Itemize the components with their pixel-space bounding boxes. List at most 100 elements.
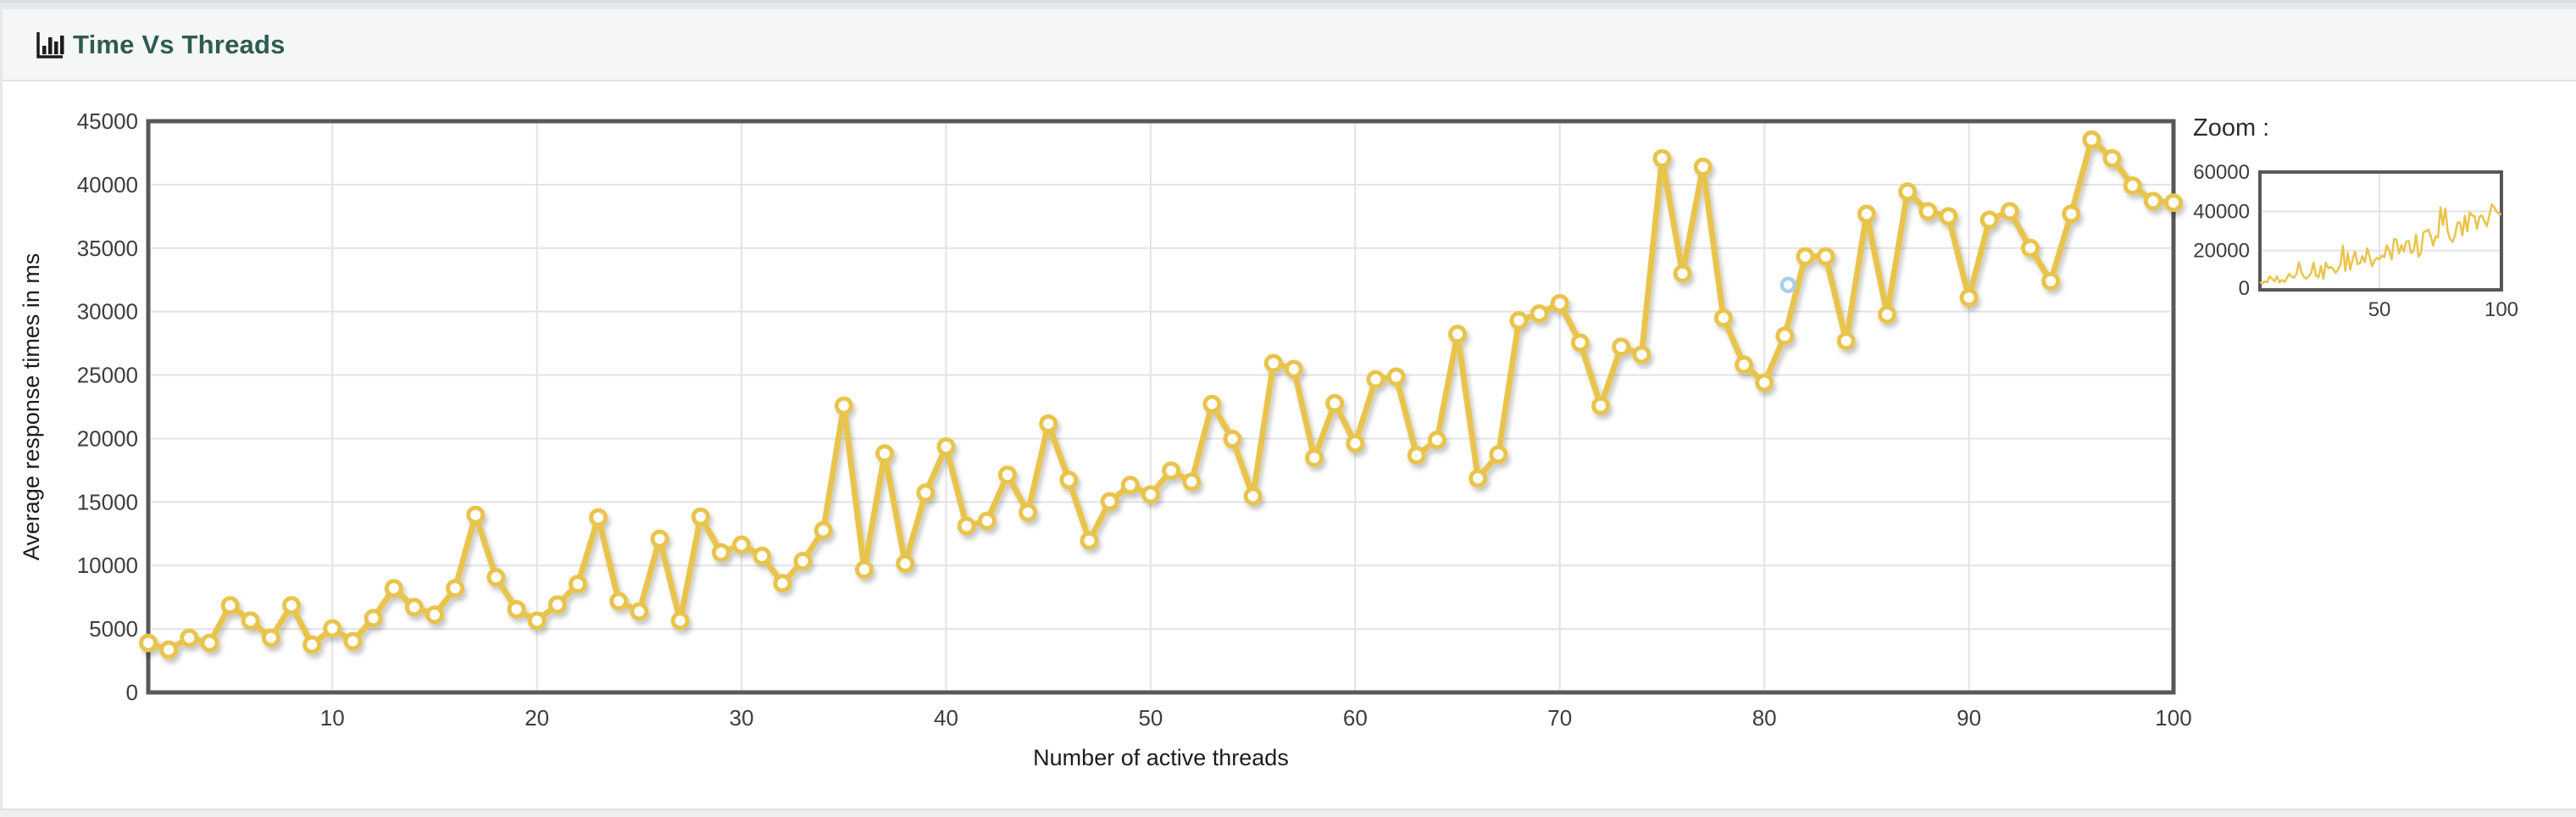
data-point-marker[interactable] (1836, 331, 1856, 351)
data-point-marker[interactable] (1713, 308, 1733, 328)
data-point-marker[interactable] (1652, 148, 1672, 168)
data-point-marker[interactable] (1878, 305, 1897, 325)
highlighted-data-point[interactable] (1779, 276, 1797, 293)
data-point-marker[interactable] (384, 579, 403, 598)
data-point-marker[interactable] (200, 633, 219, 653)
data-point-marker[interactable] (589, 508, 608, 527)
data-point-marker[interactable] (527, 611, 547, 631)
data-point-marker[interactable] (1223, 430, 1242, 449)
data-point-marker[interactable] (896, 553, 915, 573)
data-point-marker[interactable] (303, 635, 322, 654)
data-point-marker[interactable] (2082, 130, 2101, 149)
data-point-marker[interactable] (1509, 311, 1529, 331)
data-point-marker[interactable] (323, 619, 342, 638)
data-point-marker[interactable] (1570, 333, 1590, 353)
data-point-marker[interactable] (1489, 445, 1508, 464)
data-point-marker[interactable] (1468, 469, 1488, 488)
data-point-marker[interactable] (1407, 446, 1426, 465)
data-point-marker[interactable] (977, 511, 997, 531)
data-point-marker[interactable] (2021, 238, 2040, 258)
data-point-marker[interactable] (364, 609, 383, 628)
data-point-marker[interactable] (446, 579, 465, 598)
zoom-chart-frame[interactable] (2258, 170, 2503, 292)
data-point-marker[interactable] (261, 628, 280, 647)
data-point-marker[interactable] (1979, 210, 1999, 230)
data-point-marker[interactable] (1591, 396, 1611, 415)
data-point-marker[interactable] (404, 597, 424, 617)
data-point-marker[interactable] (159, 640, 179, 659)
data-point-marker[interactable] (1346, 434, 1365, 453)
data-point-marker[interactable] (180, 628, 199, 647)
data-point-marker[interactable] (281, 596, 301, 615)
data-point-marker[interactable] (1284, 359, 1303, 379)
data-point-marker[interactable] (425, 605, 444, 625)
data-point-marker[interactable] (220, 596, 240, 615)
data-point-marker[interactable] (1162, 461, 1181, 481)
data-point-marker[interactable] (1959, 288, 1979, 308)
data-point-marker[interactable] (1448, 325, 1468, 344)
data-point-marker[interactable] (609, 592, 629, 611)
data-point-marker[interactable] (834, 396, 853, 415)
data-point-marker[interactable] (1775, 326, 1795, 346)
data-point-marker[interactable] (875, 444, 895, 464)
data-point-marker[interactable] (1243, 486, 1263, 506)
data-point-marker[interactable] (2123, 176, 2142, 196)
data-point-marker[interactable] (486, 568, 506, 587)
data-point-marker[interactable] (1550, 293, 1569, 313)
data-point-marker[interactable] (670, 611, 690, 631)
data-point-marker[interactable] (1366, 370, 1385, 389)
data-point-marker[interactable] (1632, 345, 1652, 364)
data-point-marker[interactable] (2000, 202, 2019, 221)
data-point-marker[interactable] (1612, 337, 1631, 357)
data-point-marker[interactable] (1039, 414, 1058, 433)
data-point-marker[interactable] (1263, 353, 1283, 373)
plot-frame[interactable] (146, 119, 2176, 695)
data-point-marker[interactable] (1100, 492, 1119, 511)
data-point-marker[interactable] (1305, 448, 1324, 468)
data-point-marker[interactable] (732, 535, 752, 554)
data-point-marker[interactable] (1918, 202, 1938, 221)
data-point-marker[interactable] (1019, 503, 1038, 522)
data-point-marker[interactable] (2062, 204, 2081, 224)
data-point-marker[interactable] (936, 437, 956, 457)
data-point-marker[interactable] (343, 631, 363, 651)
data-point-marker[interactable] (1673, 264, 1692, 283)
data-point-marker[interactable] (2102, 148, 2122, 168)
data-point-marker[interactable] (241, 611, 260, 631)
data-point-marker[interactable] (1816, 247, 1835, 266)
data-point-marker[interactable] (2164, 193, 2183, 213)
data-point-marker[interactable] (997, 465, 1017, 485)
data-point-marker[interactable] (1325, 393, 1345, 413)
data-point-marker[interactable] (1939, 207, 1958, 226)
data-point-marker[interactable] (1080, 531, 1099, 550)
data-point-marker[interactable] (1386, 367, 1406, 386)
data-point-marker[interactable] (1898, 182, 1918, 202)
data-point-marker[interactable] (1693, 157, 1713, 176)
data-point-marker[interactable] (711, 542, 730, 562)
data-point-marker[interactable] (1120, 475, 1140, 495)
data-point-marker[interactable] (547, 595, 567, 614)
data-point-marker[interactable] (773, 574, 792, 593)
data-point-marker[interactable] (752, 546, 772, 565)
data-point-marker[interactable] (650, 529, 669, 548)
data-point-marker[interactable] (1530, 304, 1549, 324)
data-point-marker[interactable] (691, 507, 710, 526)
data-point-marker[interactable] (1796, 247, 1815, 266)
data-point-marker[interactable] (1735, 355, 1754, 375)
data-point-marker[interactable] (1427, 431, 1446, 450)
data-point-marker[interactable] (139, 633, 158, 653)
data-point-marker[interactable] (793, 551, 813, 570)
data-point-marker[interactable] (916, 483, 935, 503)
data-point-marker[interactable] (630, 602, 649, 621)
data-point-marker[interactable] (1755, 373, 1774, 392)
data-point-marker[interactable] (2041, 271, 2061, 291)
zoom-overview-chart[interactable]: 0 20000 40000 60000 50 100 (2193, 161, 2518, 321)
data-point-marker[interactable] (813, 520, 833, 540)
data-point-marker[interactable] (507, 599, 526, 619)
data-point-marker[interactable] (1059, 470, 1079, 490)
data-point-marker[interactable] (957, 516, 976, 536)
data-point-marker[interactable] (568, 575, 587, 594)
data-point-marker[interactable] (1141, 485, 1160, 504)
data-point-marker[interactable] (466, 505, 486, 525)
data-point-marker[interactable] (1182, 472, 1202, 492)
